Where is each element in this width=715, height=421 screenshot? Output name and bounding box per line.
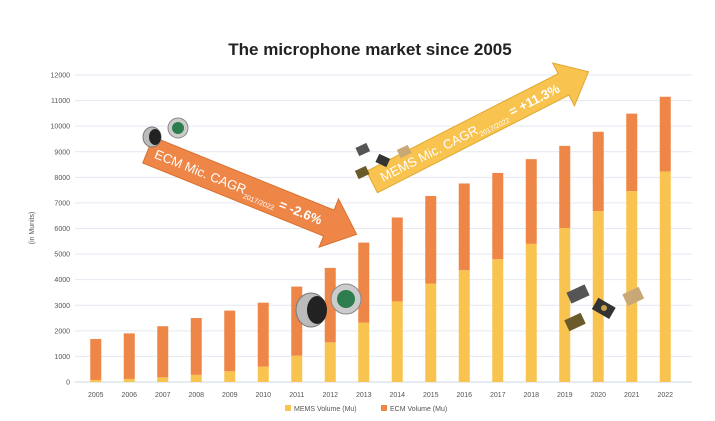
- x-tick-label: 2016: [456, 392, 472, 399]
- y-tick-label: 4000: [54, 277, 70, 284]
- bar-ecm-2019: [559, 145, 571, 228]
- bar-mems-2012: [324, 342, 336, 382]
- x-tick-label: 2012: [322, 392, 338, 399]
- bar-mems-2019: [559, 227, 571, 382]
- y-tick-label: 5000: [54, 252, 70, 259]
- ecm-microphone-icon: [142, 117, 362, 328]
- x-tick-label: 2013: [356, 392, 372, 399]
- bar-ecm-2017: [492, 172, 504, 260]
- bar-ecm-2005: [90, 339, 102, 380]
- x-tick-label: 2021: [624, 392, 640, 399]
- x-tick-label: 2008: [188, 392, 204, 399]
- x-tick-label: 2006: [121, 392, 137, 399]
- bar-mems-2014: [391, 301, 403, 382]
- y-tick-label: 9000: [54, 149, 70, 156]
- chart-title: The microphone market since 2005: [228, 40, 511, 59]
- bar-mems-2021: [626, 191, 638, 382]
- x-tick-label: 2007: [155, 392, 171, 399]
- y-axis-label: (in Munits): [29, 212, 36, 245]
- bar-ecm-2018: [525, 159, 537, 244]
- legend-ecm: ECM Volume (Mu): [390, 406, 447, 413]
- x-tick-label: 2020: [590, 392, 606, 399]
- bar-ecm-2014: [391, 217, 403, 302]
- bar-mems-2020: [592, 211, 604, 382]
- legend-swatch-ecm: [381, 405, 387, 411]
- y-tick-label: 3000: [54, 303, 70, 310]
- x-tick-label: 2011: [289, 392, 304, 399]
- bar-ecm-2009: [224, 310, 236, 372]
- bar-mems-2007: [157, 377, 169, 382]
- bar-mems-2010: [257, 366, 269, 382]
- y-tick-label: 12000: [51, 73, 71, 80]
- ecm-cagr-arrow: ECM Mic. CAGR2017/2022 = -2.6%: [142, 136, 358, 248]
- bar-ecm-2010: [257, 302, 269, 367]
- bar-ecm-2012: [324, 267, 336, 343]
- legend-swatch-mems: [285, 405, 291, 411]
- y-tick-label: 6000: [54, 226, 70, 233]
- x-tick-label: 2017: [490, 392, 506, 399]
- x-tick-label: 2022: [657, 392, 673, 399]
- bar-mems-2022: [659, 171, 671, 382]
- y-tick-label: 2000: [54, 328, 70, 335]
- bar-ecm-2016: [458, 183, 470, 271]
- bar-ecm-2015: [425, 196, 437, 284]
- bar-mems-2006: [123, 378, 135, 382]
- bar-ecm-2021: [626, 113, 638, 192]
- x-tick-label: 2010: [255, 392, 271, 399]
- y-tick-label: 10000: [51, 124, 71, 131]
- bar-mems-2015: [425, 283, 437, 382]
- y-tick-label: 0: [66, 380, 70, 387]
- x-tick-label: 2014: [389, 392, 405, 399]
- x-tick-label: 2005: [88, 392, 104, 399]
- bar-mems-2013: [358, 322, 370, 382]
- bar-ecm-2020: [592, 131, 604, 212]
- bar-mems-2005: [90, 379, 102, 382]
- y-tick-label: 11000: [51, 98, 70, 105]
- x-tick-label: 2018: [523, 392, 539, 399]
- bar-ecm-2011: [291, 286, 303, 356]
- bar-mems-2018: [525, 243, 537, 382]
- bar-ecm-2007: [157, 326, 169, 378]
- x-tick-label: 2019: [557, 392, 573, 399]
- legend: MEMS Volume (Mu) ECM Volume (Mu): [285, 405, 447, 413]
- bar-ecm-2022: [659, 96, 671, 172]
- ecm-cagr-text: ECM Mic. CAGR2017/2022 = -2.6%: [151, 147, 324, 231]
- x-tick-label: 2015: [423, 392, 439, 399]
- bar-mems-2011: [291, 355, 303, 382]
- bar-mems-2017: [492, 259, 504, 382]
- y-tick-label: 8000: [54, 175, 70, 182]
- bar-ecm-2013: [358, 242, 370, 323]
- bar-ecm-2008: [190, 318, 202, 375]
- x-tick-label: 2009: [222, 392, 238, 399]
- y-tick-label: 7000: [54, 200, 70, 207]
- bar-mems-2016: [458, 270, 470, 382]
- mems-microphone-icon: [354, 142, 645, 332]
- bar-ecm-2006: [123, 333, 135, 379]
- bar-mems-2009: [224, 371, 236, 382]
- bar-mems-2008: [190, 374, 202, 382]
- legend-mems: MEMS Volume (Mu): [294, 406, 357, 413]
- y-tick-label: 1000: [54, 354, 70, 361]
